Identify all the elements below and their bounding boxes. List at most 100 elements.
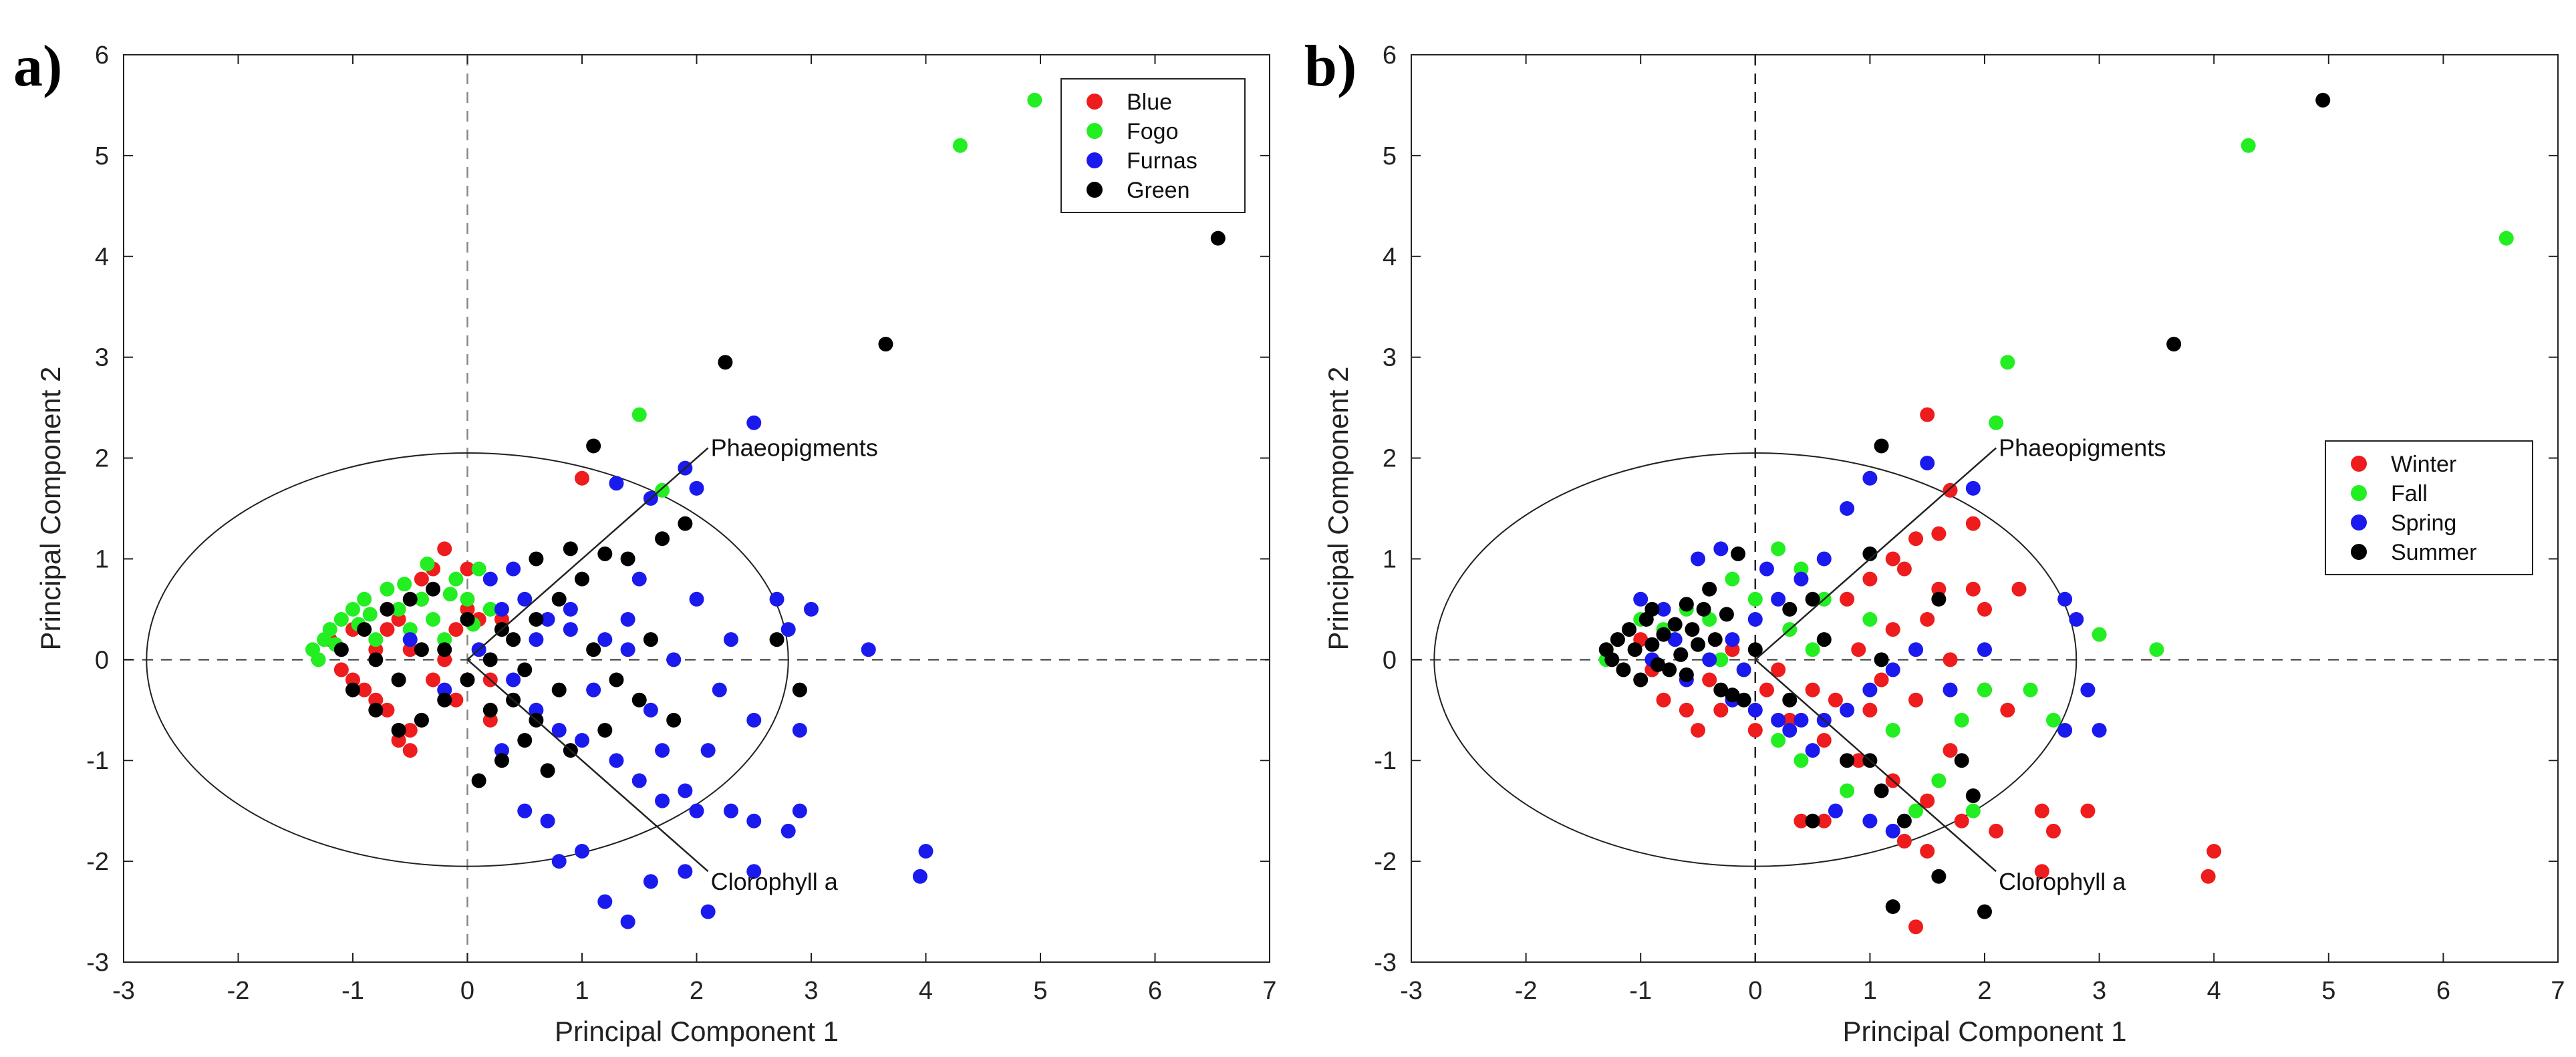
y-tick-label: 6 [1383,41,1397,69]
scatter-point-summer [1931,591,1947,607]
scatter-point-summer [1816,632,1832,647]
scatter-point-winter [2034,803,2049,818]
scatter-point-winter [1908,692,1924,708]
scatter-point-furnas [563,622,578,637]
scatter-point-winter [1965,516,1981,531]
scatter-point-fall [1954,712,1969,728]
scatter-point-fall [2023,682,2038,698]
scatter-point-summer [1650,657,1665,672]
scatter-point-summer [1622,622,1637,637]
scatter-point-winter [1920,793,1935,808]
legend: Blue Fogo Furnas Green [1060,78,1246,213]
scatter-point-green [414,712,429,728]
confidence-ellipse [146,452,789,867]
scatter-point-blue [460,561,475,577]
scatter-point-winter [1828,692,1843,708]
loading-vector [1754,447,1997,661]
scatter-point-green [482,702,498,718]
scatter-point-fall [1794,561,1809,577]
y-tick-label: 3 [95,344,109,372]
scatter-point-blue [448,692,464,708]
x-tick-label: 4 [2207,977,2221,1005]
scatter-point-fogo [460,591,475,607]
x-tick-label: -3 [112,977,135,1005]
scatter-point-fogo [345,601,360,617]
scatter-point-green [631,692,647,708]
scatter-point-fall [1794,753,1809,768]
legend-marker-furnas [1087,152,1103,168]
scatter-point-summer [2315,92,2331,108]
y-tick-label: 4 [95,243,109,271]
scatter-point-winter [1702,672,1717,688]
scatter-point-summer [1604,652,1620,667]
scatter-point-furnas [700,743,716,758]
scatter-point-blue [575,470,589,486]
scatter-point-furnas [620,914,635,929]
scatter-point-summer [2166,337,2182,352]
legend-label: Green [1127,178,1190,203]
scatter-point-blue [333,662,349,677]
x-tick-label: 3 [2092,977,2106,1005]
scatter-point-summer [1644,637,1660,652]
scatter-point-summer [1679,667,1694,682]
scatter-point-spring [1771,591,1786,607]
scatter-point-spring [1828,803,1843,818]
scatter-point-furnas [655,793,670,808]
scatter-point-winter [1943,652,1958,667]
scatter-point-winter [1943,743,1958,758]
scatter-point-summer [1656,627,1671,642]
scatter-point-fall [2092,627,2107,642]
legend-marker-green [1087,182,1103,198]
loading-label: Clorophyll a [1999,868,2126,895]
scatter-point-winter [1691,722,1705,738]
scatter-point-summer [1679,597,1694,612]
legend-label: Furnas [1127,148,1197,174]
scatter-point-summer [1731,546,1746,561]
scatter-point-spring [1771,712,1786,728]
scatter-point-winter [2200,869,2216,884]
x-axis-label: Principal Component 1 [1843,1016,2127,1047]
scatter-point-spring [1702,652,1717,667]
scatter-point-furnas [494,601,509,617]
scatter-point-fogo [357,591,372,607]
x-tick-label: 5 [1033,977,1047,1005]
scatter-point-winter [1747,722,1763,738]
scatter-point-green [609,672,624,688]
scatter-point-green [391,722,406,738]
scatter-point-summer [1840,753,1855,768]
scatter-point-winter [1989,823,2004,839]
x-tick-label: 7 [1262,977,1276,1005]
scatter-point-green [368,702,384,718]
scatter-point-furnas [746,415,762,430]
loading-label: Phaeopigments [1999,434,2166,461]
scatter-point-winter [1794,813,1809,828]
scatter-point-spring [1977,642,1992,657]
panel-label: a) [13,34,62,99]
scatter-point-winter [1851,642,1866,657]
legend-marker-blue [1087,94,1103,110]
scatter-point-green [586,642,601,657]
scatter-point-summer [1644,601,1660,617]
scatter-point-summer [1696,601,1711,617]
scatter-point-summer [1673,647,1689,662]
scatter-point-spring [1862,682,1878,698]
scatter-point-green [563,541,578,557]
scatter-point-winter [1874,672,1889,688]
scatter-point-spring [1736,662,1751,677]
scatter-point-fall [1840,783,1855,798]
scatter-point-winter [1885,551,1900,567]
scatter-point-fall [1713,652,1729,667]
scatter-point-summer [1685,622,1700,637]
scatter-point-fall [2000,355,2015,370]
scatter-point-green [655,531,670,547]
scatter-point-summer [1874,438,1889,454]
scatter-point-green [878,337,893,352]
scatter-point-fogo [426,611,441,627]
scatter-point-green [402,591,418,607]
scatter-point-furnas [643,874,658,889]
scatter-point-winter [2011,581,2027,597]
scatter-point-winter [1908,531,1924,547]
scatter-point-spring [1943,682,1958,698]
scatter-point-green [460,672,475,688]
y-tick-label: -1 [86,747,109,775]
